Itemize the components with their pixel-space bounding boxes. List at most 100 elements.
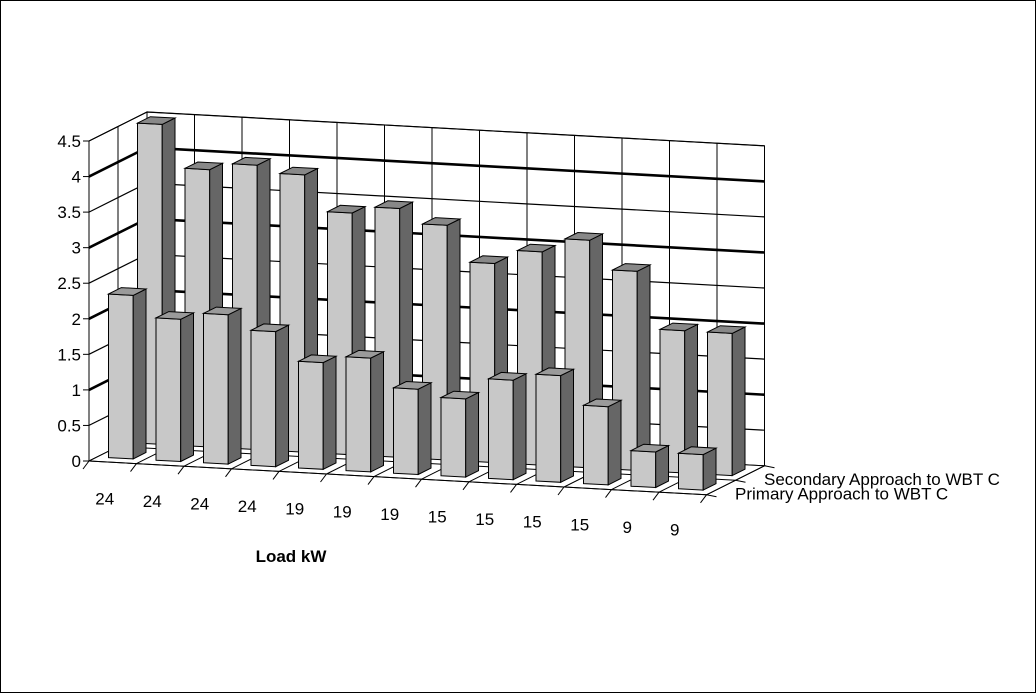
bar-face: [298, 360, 324, 470]
series-label: Primary Approach to WBT C: [735, 485, 948, 504]
bar-primary: [154, 311, 196, 463]
bar-top: [420, 217, 462, 226]
bar-top: [581, 398, 623, 408]
x-tick-label: 15: [428, 508, 447, 527]
y-tick-label: 1: [72, 381, 81, 400]
bar-face: [678, 452, 704, 491]
bar-face: [440, 396, 467, 478]
x-tick-mark: [652, 491, 660, 501]
y-tick-label: 2.5: [57, 274, 81, 293]
bar-top: [278, 166, 320, 176]
bar-primary: [439, 390, 481, 478]
bar-secondary: [658, 322, 700, 474]
x-tick-mark: [320, 473, 327, 483]
x-tick-label: 19: [285, 500, 304, 519]
x-tick-mark: [272, 471, 280, 480]
bar-side: [560, 368, 574, 484]
bar-face: [345, 356, 372, 473]
bar-side: [322, 355, 337, 471]
bar-top: [106, 287, 148, 296]
bar-primary: [344, 349, 386, 473]
x-tick-label: 19: [333, 502, 352, 521]
bar-top: [515, 243, 557, 253]
bar-side: [465, 391, 479, 478]
y-tick-label: 3.5: [57, 203, 81, 222]
bar-top: [325, 204, 367, 214]
bar-primary: [201, 306, 243, 465]
bar-side: [702, 447, 717, 491]
x-tick-label: 24: [143, 492, 162, 511]
x-tick-label: 9: [670, 521, 679, 540]
bar-primary: [106, 287, 148, 460]
bar-top: [201, 306, 243, 316]
x-tick-label: 24: [238, 497, 257, 516]
y-tick-label: 2: [72, 310, 81, 329]
bar-side: [275, 324, 289, 468]
bar-top: [486, 371, 528, 381]
bar-face: [393, 387, 419, 476]
bar-primary: [629, 443, 671, 489]
x-tick-mark: [225, 468, 232, 478]
bar-primary: [249, 323, 291, 468]
x-tick-mark: [130, 463, 137, 472]
bar-top: [534, 367, 576, 377]
x-tick-mark: [177, 465, 185, 475]
depth-tick-mark: [764, 465, 775, 469]
y-axis-ticks: 0 0.5 1 1.5 2 2.5 3 3.5 4 4.5: [57, 132, 89, 471]
bar-side: [655, 444, 669, 489]
bar-primary: [581, 398, 623, 486]
x-tick-label: 15: [570, 515, 589, 534]
bar-top: [468, 255, 510, 265]
bar-top: [658, 322, 700, 332]
bar-side: [731, 326, 746, 477]
bar-side: [417, 381, 432, 476]
bar-face: [583, 404, 609, 486]
bar-primary: [486, 371, 528, 481]
x-tick-label: 24: [95, 489, 114, 508]
x-axis-title: Load kW: [256, 547, 328, 566]
x-tick-mark: [510, 484, 517, 493]
bar-primary: [676, 446, 718, 491]
x-axis-ticks: 24 24 24 24 19 19 19 15 15 15 15 9 9: [82, 460, 707, 540]
bar-top: [373, 200, 415, 210]
bar-top: [705, 325, 747, 334]
y-tick-label: 0.5: [57, 416, 81, 435]
bar-primary: [391, 380, 433, 476]
bar-side: [132, 288, 147, 460]
bar-side: [636, 264, 651, 472]
bar-top: [676, 446, 718, 456]
bar-primary: [296, 354, 338, 471]
y-tick-label: 1.5: [57, 345, 81, 364]
x-tick-label: 19: [380, 505, 399, 524]
bar-top: [563, 231, 605, 241]
bar-top: [610, 263, 652, 272]
bar-primary: [534, 367, 576, 484]
x-tick-label: 15: [523, 513, 542, 532]
bar-top: [439, 390, 481, 400]
x-tick-label: 9: [623, 518, 632, 537]
bar-top: [344, 349, 386, 359]
bar-side: [370, 350, 384, 473]
bar-top: [183, 161, 225, 171]
bar-top: [629, 443, 671, 453]
bar-top: [135, 116, 177, 125]
bar-top: [249, 323, 291, 333]
bar-face: [108, 293, 134, 460]
bar-side: [607, 399, 622, 486]
x-axis-line: [88, 460, 707, 496]
series-label: Secondary Approach to WBT C: [764, 470, 1000, 489]
x-tick-mark: [605, 489, 612, 498]
depth-tick-mark: [735, 479, 746, 483]
bar-top: [154, 311, 196, 320]
bar-top: [391, 380, 433, 390]
bar-side: [180, 312, 194, 463]
x-tick-mark: [700, 494, 707, 504]
bar-top: [296, 354, 338, 364]
bar-face: [155, 317, 182, 463]
bar-face: [535, 373, 562, 483]
x-tick-label: 24: [190, 495, 209, 514]
series-primary-bars: [106, 287, 718, 491]
